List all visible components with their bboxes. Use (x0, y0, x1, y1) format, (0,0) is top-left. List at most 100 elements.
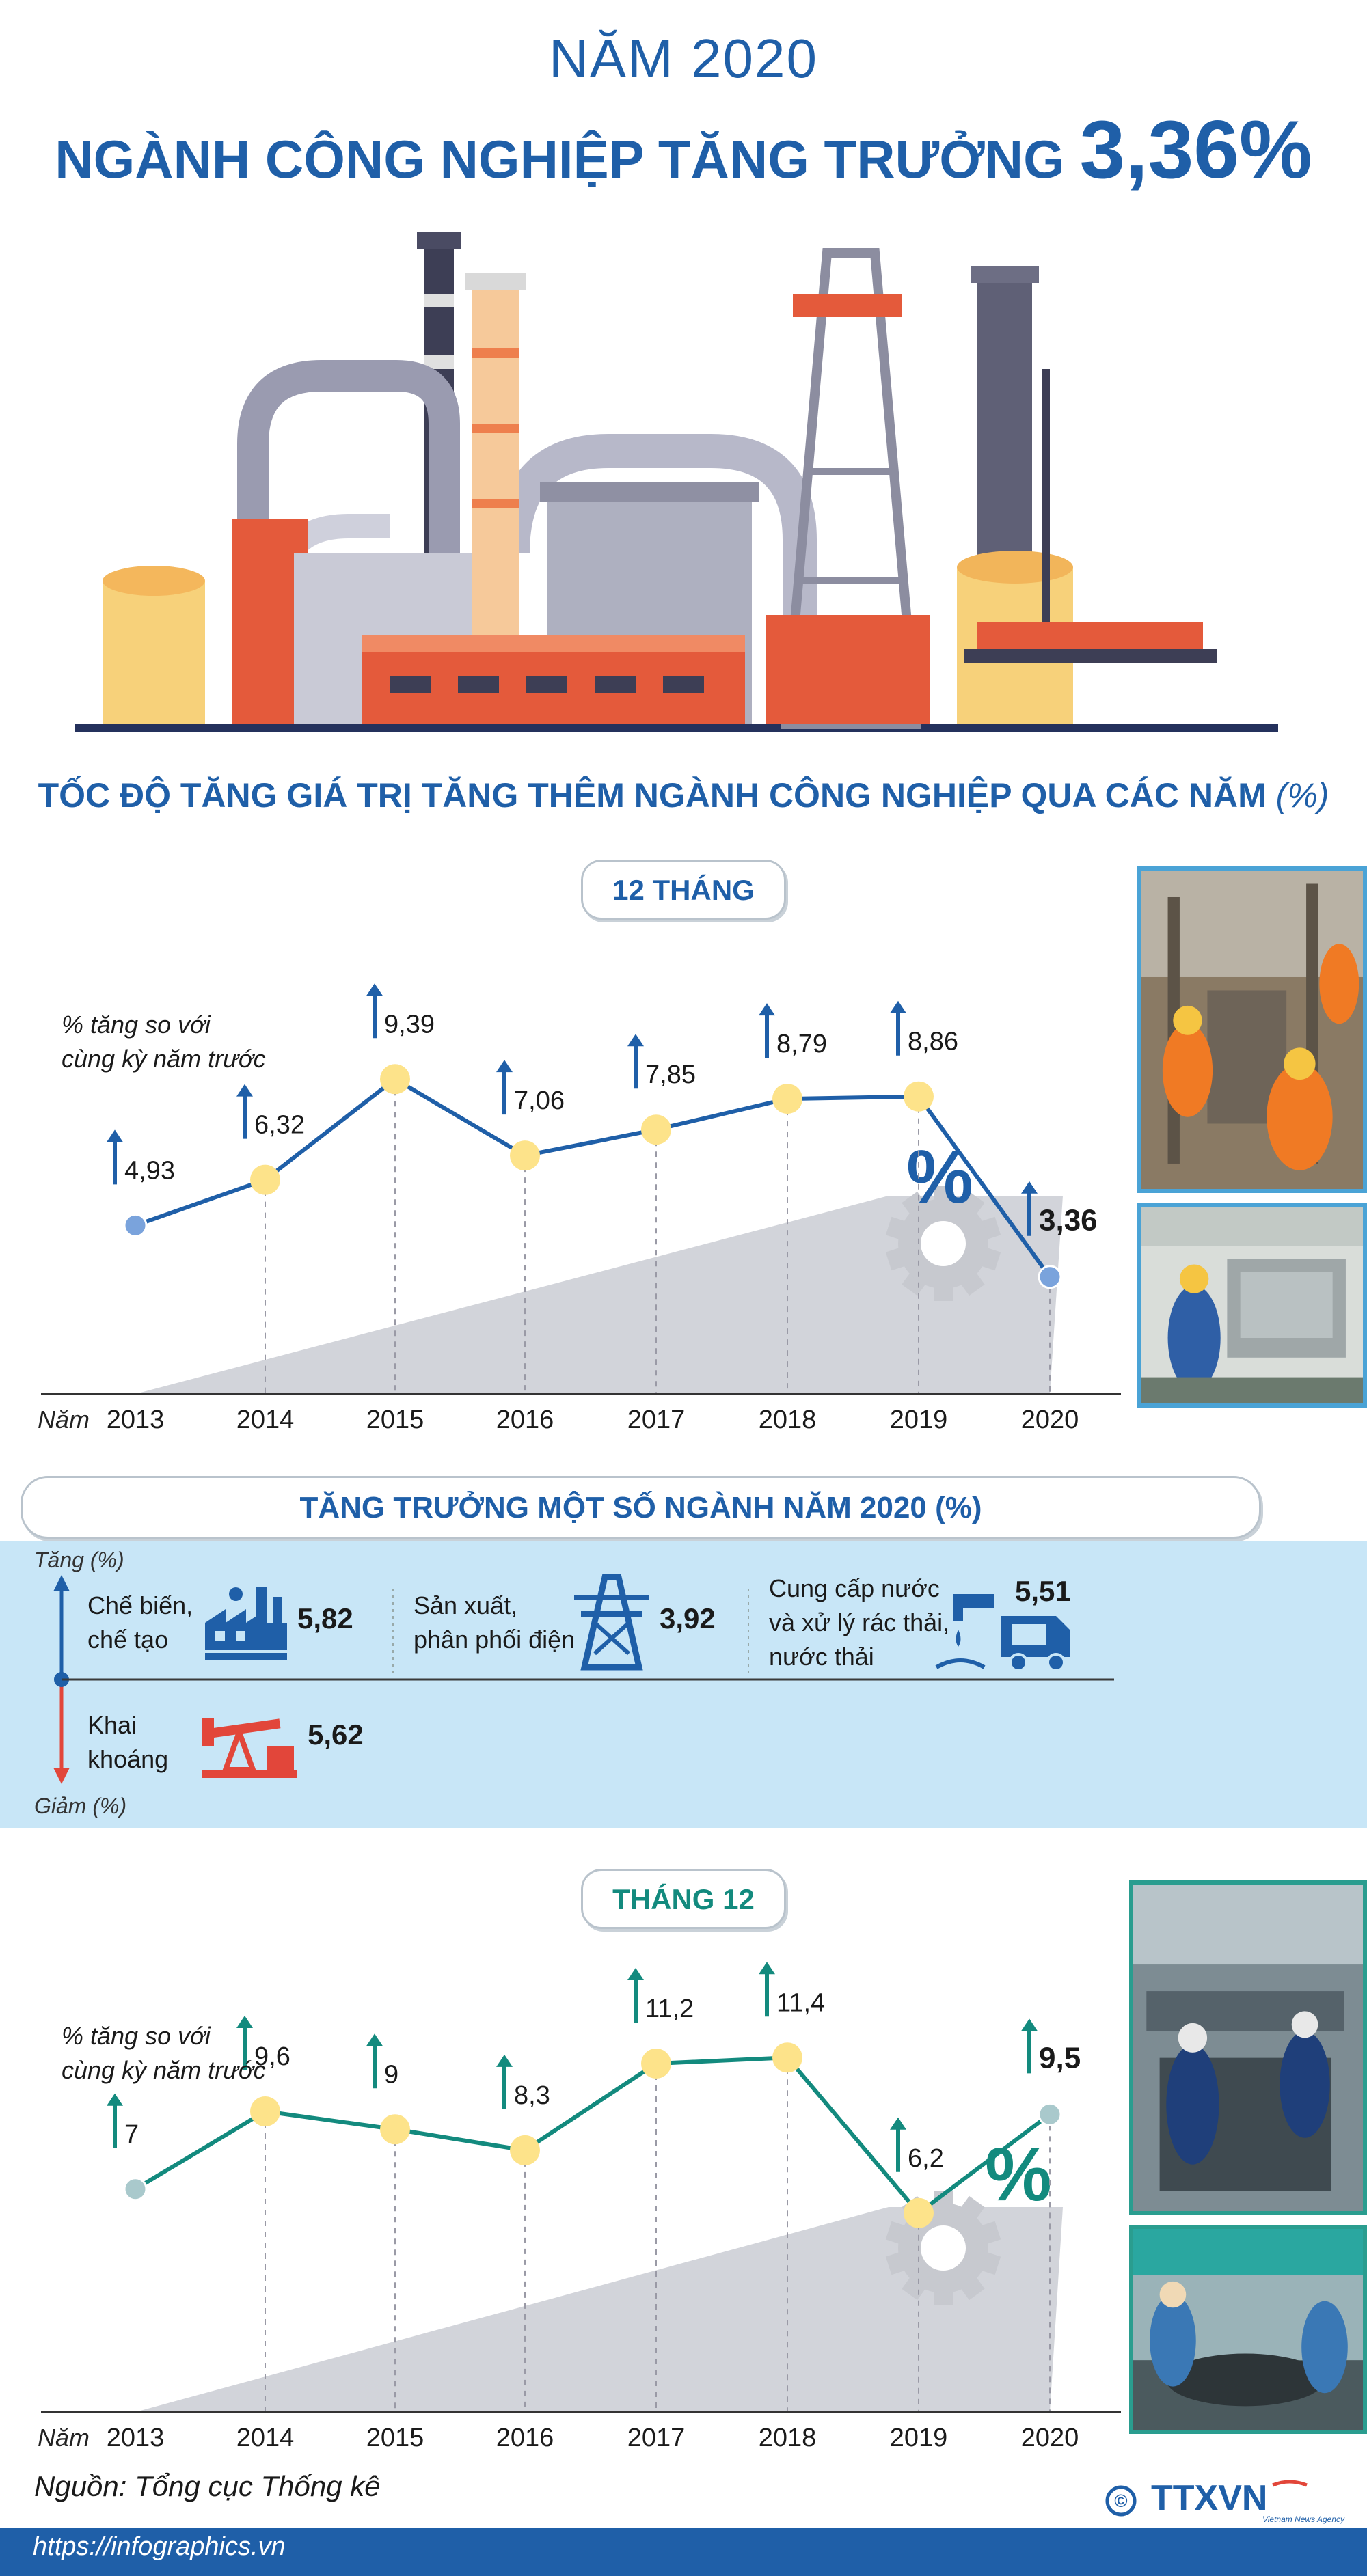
data-label: 9,6 (254, 2042, 290, 2071)
sectors-axis (53, 1575, 1114, 1784)
up-arrow-head (236, 1084, 253, 1097)
gear-icon (885, 2191, 1001, 2305)
data-label: 8,86 (908, 1028, 958, 1056)
sector-line: phân phối điện (414, 1626, 576, 1654)
legend-line-1: % tăng so với (62, 2022, 211, 2050)
up-arrow-head (890, 1000, 906, 1013)
chart-title-december: THÁNG 12 (581, 1869, 786, 1929)
sector-line: khoáng (87, 1745, 169, 1773)
series-line (135, 1076, 1052, 1278)
data-point (641, 2049, 671, 2079)
x-tick-label: 2019 (890, 1406, 948, 1434)
x-tick-label: 2014 (236, 2424, 295, 2452)
chart-legend: % tăng so với cùng kỳ năm trước (62, 1008, 266, 1076)
sectors-panel: Tăng (%) Giảm (%) Chế biến, chế tạo 5,82… (0, 1541, 1367, 1828)
x-tick-label: 2013 (107, 1406, 165, 1434)
sector-label-water: Cung cấp nước và xử lý rác thải, nước th… (769, 1572, 949, 1674)
up-arrow-head (236, 2016, 253, 2028)
data-label: 7,06 (514, 1086, 565, 1115)
x-tick-label: 2016 (496, 1406, 554, 1434)
data-label: 11,2 (645, 1995, 694, 2023)
workshop-photo (1129, 2225, 1367, 2434)
data-point (904, 1081, 934, 1112)
water-truck-icon (935, 1594, 1070, 1672)
workers-photo (1137, 866, 1367, 1193)
oil-pump-icon (202, 1718, 297, 1778)
sector-label-manufacturing: Chế biến, chế tạo (87, 1589, 193, 1657)
data-label: 6,2 (908, 2144, 944, 2173)
data-point (250, 1164, 280, 1195)
chart-legend: % tăng so với cùng kỳ năm trước (62, 2019, 266, 2087)
percent-icon: % (906, 1135, 973, 1219)
data-label: 8,79 (776, 1030, 827, 1058)
up-arrow-head (627, 1968, 644, 1980)
x-tick-label: 2015 (366, 2424, 424, 2452)
source-note: Nguồn: Tổng cục Thống kê (34, 2470, 381, 2502)
sectors-title: TĂNG TRƯỞNG MỘT SỐ NGÀNH NĂM 2020 (%) (21, 1476, 1261, 1539)
sector-value-manufacturing: 5,82 (297, 1602, 353, 1634)
factory-photo (1137, 1203, 1367, 1408)
headline: NGÀNH CÔNG NGHIỆP TĂNG TRƯỞNG 3,36% (0, 102, 1367, 197)
sector-line: Sản xuất, (414, 1591, 518, 1619)
chart-title-12-months: 12 THÁNG (581, 860, 786, 920)
sector-label-electricity: Sản xuất, phân phối điện (414, 1589, 575, 1657)
headline-value: 3,36% (1079, 104, 1312, 195)
up-arrow-head (366, 983, 383, 996)
sector-value-mining: 5,62 (308, 1718, 364, 1751)
up-arrow-head (496, 2054, 513, 2067)
up-arrow-head (1021, 1181, 1038, 1194)
industrial-plant-illustration (75, 232, 1278, 732)
data-point (123, 1213, 148, 1237)
subtitle-text: TỐC ĐỘ TĂNG GIÁ TRỊ TĂNG THÊM NGÀNH CÔNG… (38, 776, 1267, 814)
legend-line-1: % tăng so với (62, 1011, 211, 1039)
sector-value-electricity: 3,92 (660, 1602, 716, 1634)
up-arrow-head (759, 1003, 775, 1016)
data-point (380, 2114, 410, 2145)
data-label: 4,93 (124, 1156, 175, 1185)
up-arrow-head (890, 2117, 906, 2130)
chart-shade (135, 1196, 1063, 1394)
up-arrow-head (627, 1034, 644, 1047)
ttxvn-logo: © TTXVN Vietnam News Agency (1105, 2478, 1345, 2524)
sector-line: nước thải (769, 1643, 874, 1671)
chart-subtitle: TỐC ĐỘ TĂNG GIÁ TRỊ TĂNG THÊM NGÀNH CÔNG… (0, 776, 1367, 815)
data-point (772, 1084, 802, 1114)
line-chart-12-months: % Năm 4,93 2013 6,32 2014 9,39 2015 7,06 2016 7,85… (38, 983, 1121, 1434)
sector-value-water: 5,51 (1015, 1575, 1071, 1607)
data-point (510, 2135, 540, 2165)
factory-icon (205, 1587, 287, 1660)
x-tick-label: 2019 (890, 2424, 948, 2452)
up-arrow-head (107, 2093, 123, 2106)
x-tick-label: 2016 (496, 2424, 554, 2452)
assembly-line-photo (1129, 1880, 1367, 2215)
sector-line: Cung cấp nước (769, 1574, 940, 1602)
x-tick-label: 2015 (366, 1406, 424, 1434)
axis-up-label: Tăng (%) (34, 1548, 124, 1572)
brand-subtitle: Vietnam News Agency (1262, 2515, 1345, 2524)
up-arrow-head (1021, 2018, 1038, 2031)
data-point (772, 2042, 802, 2073)
subtitle-unit: (%) (1275, 776, 1329, 814)
data-label: 9 (384, 2060, 398, 2089)
percent-icon: % (985, 2133, 1052, 2217)
sector-line: chế tạo (87, 1626, 169, 1654)
copyright-mark: © (1114, 2491, 1127, 2511)
x-tick-label: 2013 (107, 2424, 165, 2452)
x-axis-label: Năm (38, 1406, 90, 1434)
footer-bar (0, 2528, 1367, 2576)
up-arrow-head (496, 1060, 513, 1073)
data-point (380, 1064, 410, 1095)
footer-link[interactable]: https://infographics.vn (33, 2532, 286, 2561)
data-label: 6,32 (254, 1111, 305, 1140)
x-tick-label: 2017 (627, 2424, 686, 2452)
gear-icon (885, 1186, 1001, 1301)
data-label: 8,3 (514, 2081, 550, 2110)
up-arrow-head (107, 1129, 123, 1142)
data-label: 3,36 (1039, 1204, 1098, 1237)
sector-line: Khai (87, 1711, 137, 1739)
data-point (641, 1114, 671, 1145)
x-tick-label: 2020 (1021, 1406, 1079, 1434)
x-tick-label: 2018 (759, 2424, 817, 2452)
data-point (1038, 2102, 1062, 2126)
data-point (510, 1140, 540, 1171)
